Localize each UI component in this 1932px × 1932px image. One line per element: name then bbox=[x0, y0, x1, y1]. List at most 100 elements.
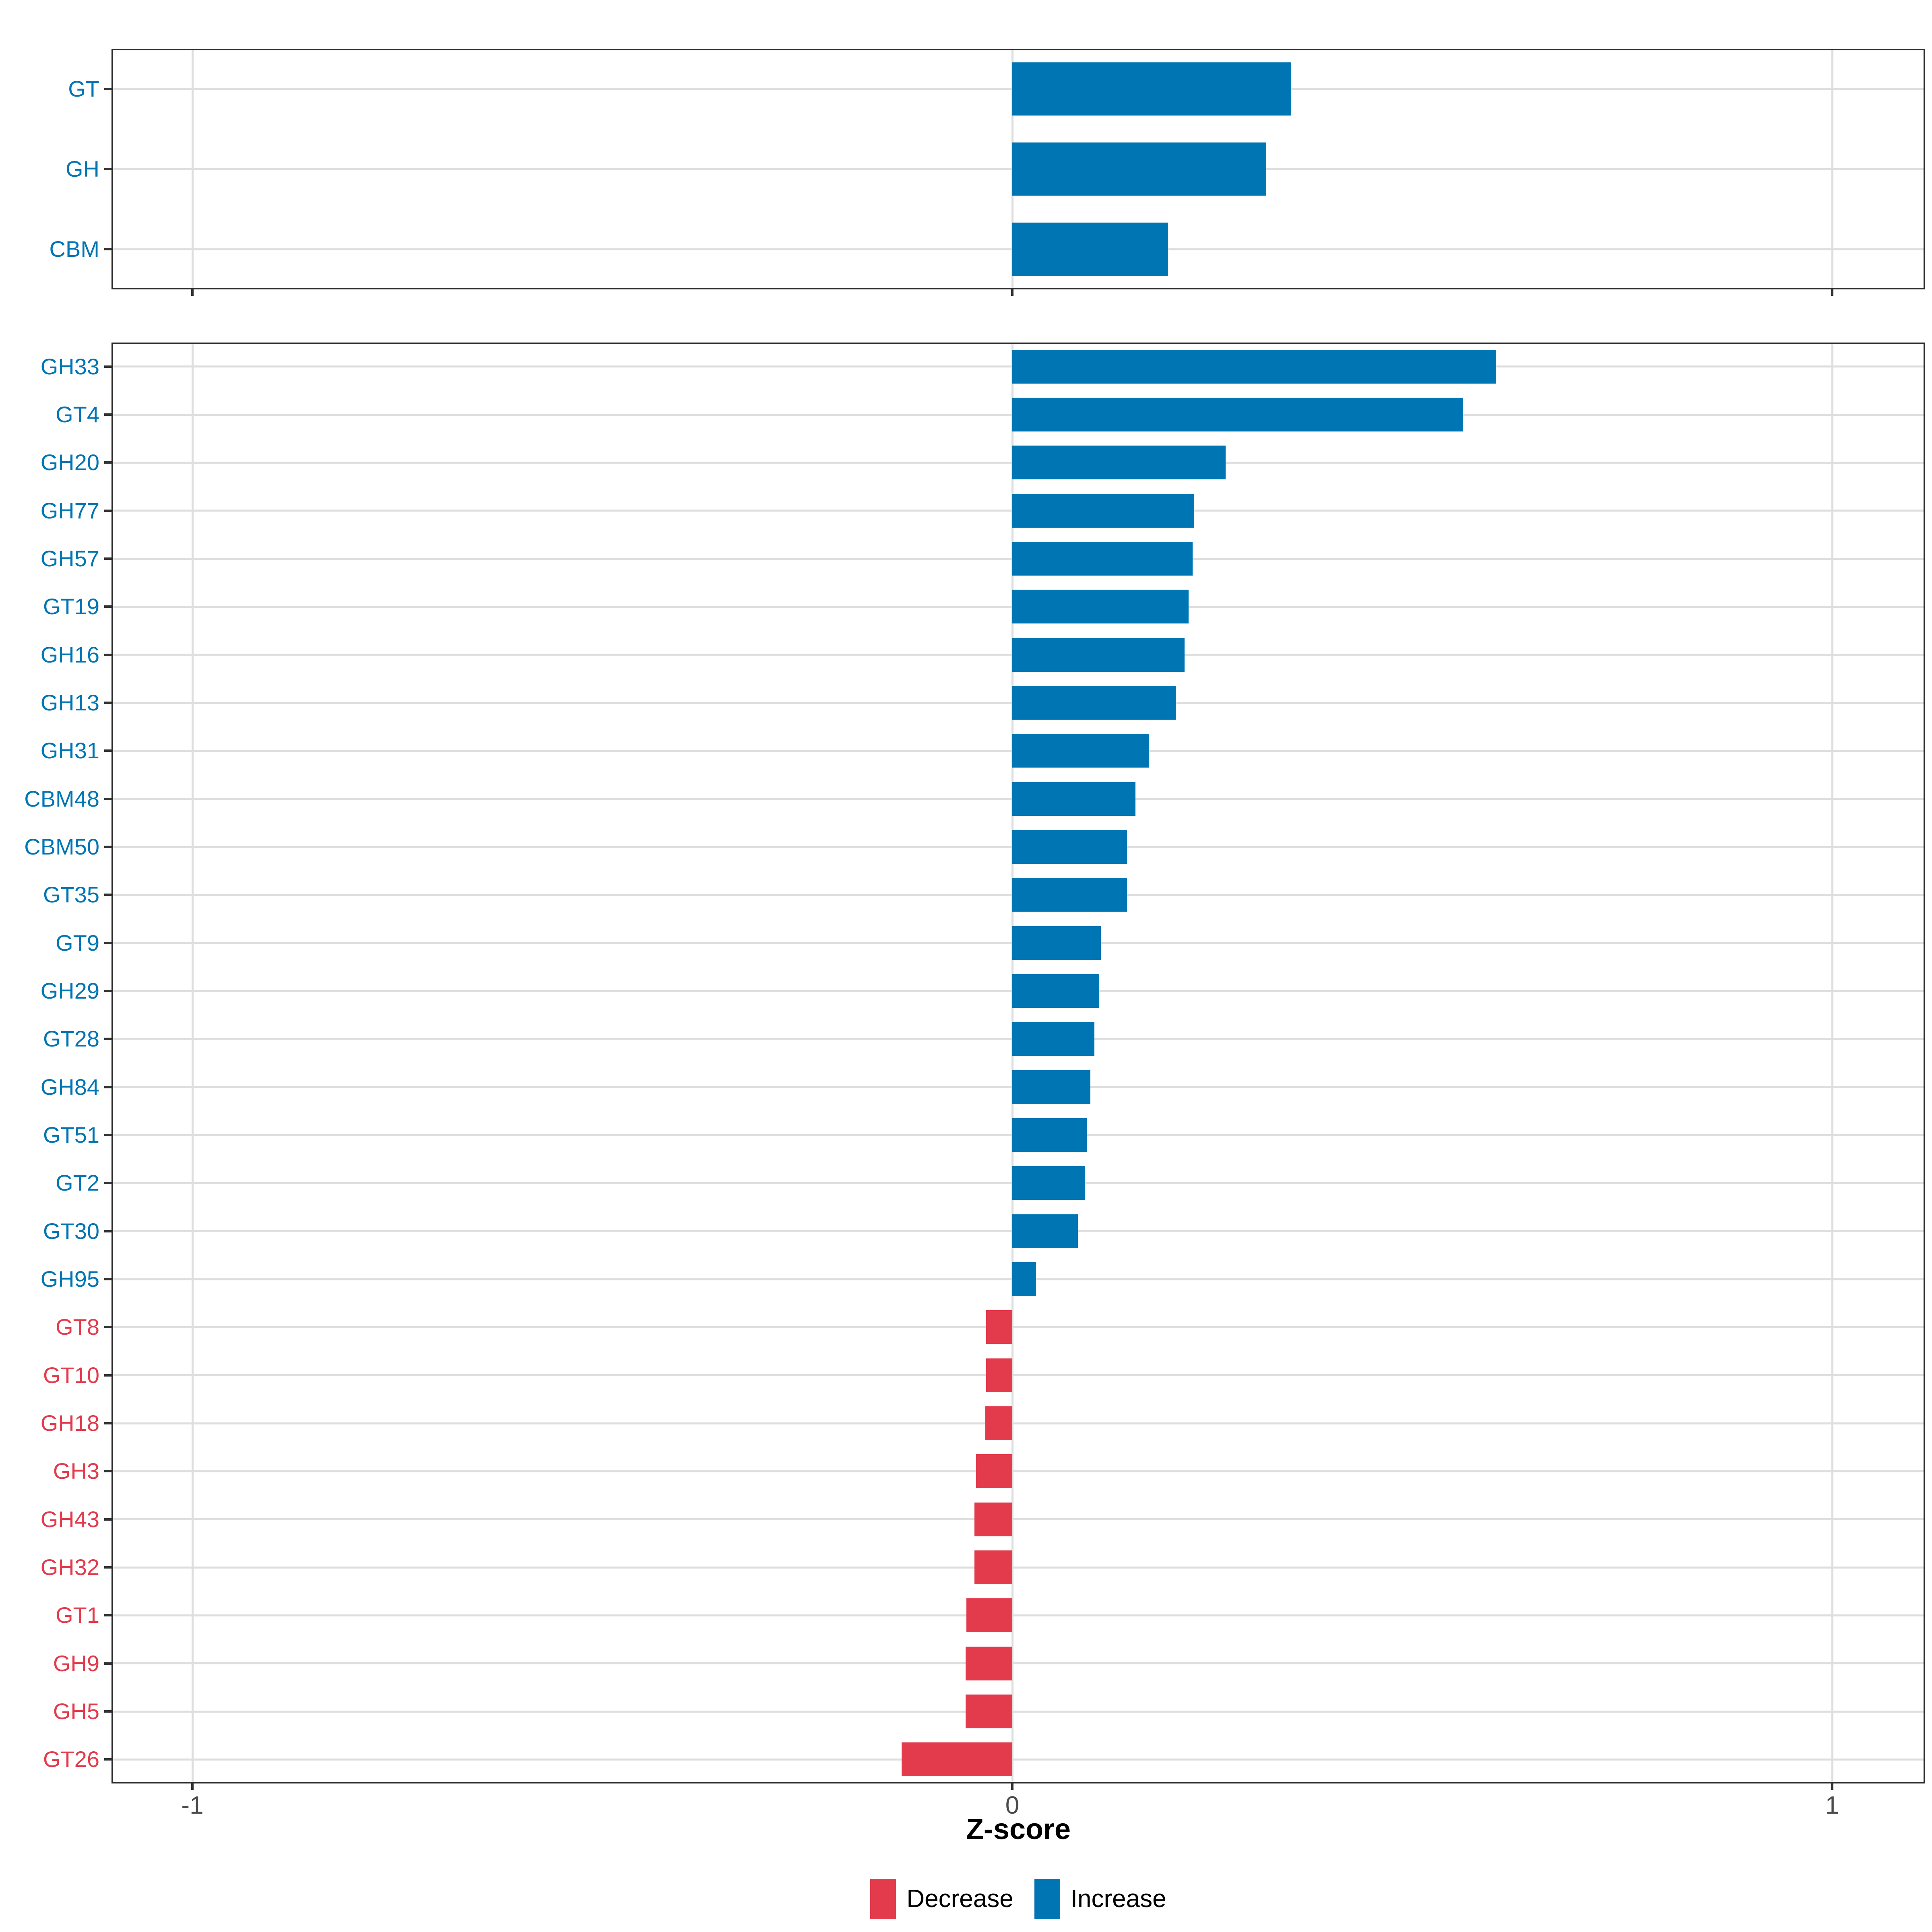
y-axis-label-gh32: GH32 bbox=[40, 1554, 99, 1580]
y-axis-label-gh9: GH9 bbox=[53, 1650, 99, 1676]
bar-gh13 bbox=[1012, 686, 1177, 720]
bar-gt10 bbox=[986, 1358, 1012, 1392]
y-axis-tick bbox=[104, 1230, 111, 1232]
legend-label-decrease: Decrease bbox=[906, 1885, 1013, 1913]
bar-gh32 bbox=[974, 1550, 1012, 1584]
bar-cbm48 bbox=[1012, 782, 1135, 816]
y-axis-tick bbox=[104, 749, 111, 752]
row-gridline bbox=[111, 1662, 1925, 1665]
bar-gh57 bbox=[1012, 542, 1193, 576]
y-axis-tick bbox=[104, 1182, 111, 1185]
y-axis-tick bbox=[104, 1710, 111, 1713]
vertical-gridline bbox=[191, 343, 194, 1783]
panel-cazyme-families: GH33 GT4 GH20 GH77 GH57 GT19 GH16 GH13 GH31 CBM48… bbox=[24, 343, 1925, 1790]
y-axis-label-gt1: GT1 bbox=[56, 1602, 99, 1628]
bar-gt35 bbox=[1012, 878, 1127, 912]
y-axis-tick bbox=[104, 605, 111, 608]
y-axis-tick bbox=[104, 461, 111, 464]
bar-gh84 bbox=[1012, 1070, 1090, 1104]
y-axis-label-gh57: GH57 bbox=[40, 546, 99, 571]
row-gridline bbox=[111, 1614, 1925, 1616]
y-axis-tick bbox=[104, 1134, 111, 1136]
bar-gt bbox=[1012, 62, 1291, 116]
y-axis-tick bbox=[104, 894, 111, 896]
y-axis-label-gt19: GT19 bbox=[43, 594, 99, 619]
y-axis-tick bbox=[104, 653, 111, 656]
y-axis-label-gt10: GT10 bbox=[43, 1362, 99, 1388]
bar-gt4 bbox=[1012, 398, 1463, 431]
y-axis-label-gt2: GT2 bbox=[56, 1170, 99, 1196]
x-axis-tick bbox=[191, 1783, 194, 1790]
y-axis-label-gh3: GH3 bbox=[53, 1458, 99, 1484]
y-axis-label-gt9: GT9 bbox=[56, 930, 99, 956]
row-gridline bbox=[111, 1470, 1925, 1472]
y-axis-label-gt: GT bbox=[68, 76, 99, 101]
bar-gh77 bbox=[1012, 493, 1195, 528]
bar-gt19 bbox=[1012, 590, 1189, 624]
y-axis-label-gh18: GH18 bbox=[40, 1410, 99, 1436]
y-axis-label-gh29: GH29 bbox=[40, 978, 99, 1003]
bar-gh43 bbox=[974, 1502, 1012, 1536]
row-gridline bbox=[111, 1710, 1925, 1713]
x-axis-tick bbox=[191, 289, 194, 296]
bar-gh18 bbox=[985, 1406, 1012, 1440]
legend-item-increase: Increase bbox=[1034, 1879, 1166, 1919]
bar-gt26 bbox=[902, 1742, 1012, 1777]
row-gridline bbox=[111, 1422, 1925, 1424]
y-axis-label-gh33: GH33 bbox=[40, 353, 99, 379]
x-tick-label--1: -1 bbox=[181, 1792, 204, 1819]
x-axis-tick bbox=[1831, 289, 1833, 296]
bar-gh33 bbox=[1012, 349, 1496, 384]
y-axis-tick bbox=[104, 1614, 111, 1617]
y-axis-tick bbox=[104, 248, 111, 251]
panel-summary-categories: GT GH CBM bbox=[50, 49, 1925, 296]
y-axis-label-gh31: GH31 bbox=[40, 738, 99, 764]
y-axis-tick bbox=[104, 797, 111, 800]
x-tick-label-0: 0 bbox=[1005, 1792, 1020, 1819]
y-axis-tick bbox=[104, 87, 111, 90]
bar-gt51 bbox=[1012, 1118, 1087, 1152]
bar-cbm50 bbox=[1012, 830, 1127, 864]
y-axis-label-gh: GH bbox=[66, 156, 99, 182]
row-gridline bbox=[111, 1758, 1925, 1761]
y-axis-tick bbox=[104, 1566, 111, 1569]
row-gridline bbox=[111, 1326, 1925, 1328]
y-axis-label-gh84: GH84 bbox=[40, 1074, 99, 1100]
y-axis-label-gh13: GH13 bbox=[40, 690, 99, 715]
x-axis-tick bbox=[1011, 289, 1013, 296]
y-axis-label-gt35: GT35 bbox=[43, 882, 99, 908]
y-axis-label-gh43: GH43 bbox=[40, 1506, 99, 1532]
y-axis-label-gh95: GH95 bbox=[40, 1266, 99, 1292]
y-axis-label-gt4: GT4 bbox=[56, 402, 99, 427]
legend-label-increase: Increase bbox=[1070, 1885, 1166, 1913]
x-tick-label-1: 1 bbox=[1825, 1792, 1839, 1819]
bar-gh31 bbox=[1012, 734, 1150, 768]
bar-gt2 bbox=[1012, 1166, 1086, 1200]
bar-gt9 bbox=[1012, 926, 1101, 960]
y-axis-tick bbox=[104, 1038, 111, 1040]
legend-key-decrease-swatch bbox=[870, 1879, 896, 1919]
bar-cbm bbox=[1012, 223, 1168, 276]
bar-gh20 bbox=[1012, 446, 1226, 480]
x-axis-tick bbox=[1831, 1783, 1833, 1790]
y-axis-label-gh5: GH5 bbox=[53, 1699, 99, 1724]
bar-gt30 bbox=[1012, 1214, 1078, 1248]
y-axis-label-gh20: GH20 bbox=[40, 450, 99, 475]
y-axis-tick bbox=[104, 1086, 111, 1088]
bar-gh29 bbox=[1012, 974, 1099, 1008]
x-axis-tick bbox=[1011, 1783, 1013, 1790]
bar-gt1 bbox=[966, 1598, 1012, 1633]
y-axis-label-cbm50: CBM50 bbox=[24, 834, 99, 859]
legend-key-increase-swatch bbox=[1034, 1879, 1060, 1919]
y-axis-label-cbm48: CBM48 bbox=[24, 786, 99, 811]
y-axis-tick bbox=[104, 1422, 111, 1424]
bar-gh5 bbox=[965, 1695, 1012, 1728]
legend-item-decrease: Decrease bbox=[870, 1879, 1013, 1919]
y-axis-label-gt51: GT51 bbox=[43, 1122, 99, 1148]
y-axis-tick bbox=[104, 1518, 111, 1521]
row-gridline bbox=[111, 1566, 1925, 1569]
y-axis-label-gt8: GT8 bbox=[56, 1314, 99, 1340]
bar-gh9 bbox=[965, 1646, 1012, 1680]
y-axis-tick bbox=[104, 557, 111, 560]
y-axis-tick bbox=[104, 1758, 111, 1761]
